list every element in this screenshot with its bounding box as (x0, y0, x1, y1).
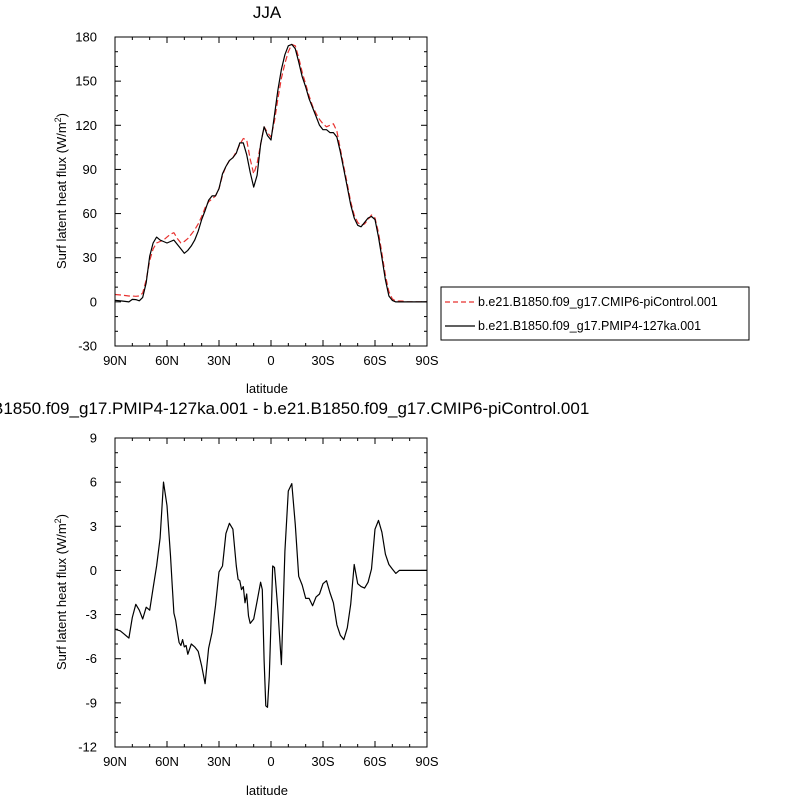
chart-1-x-tick-label: 90S (415, 754, 438, 769)
chart-top-x-axis-label: latitude (246, 381, 288, 396)
chart-1-y-tick-label: -6 (85, 651, 97, 666)
chart-0-y-tick-label: 30 (83, 250, 97, 265)
chart-1-x-tick-label: 30N (207, 754, 231, 769)
chart-top-y-axis-label: Surf latent heat flux (W/m2) (53, 113, 69, 269)
chart-bottom-axes: 90N 60N 30N 0 30S 60S 90S -12 -9 -6 -3 0 3 6 9 (78, 431, 439, 770)
chart-1-y-tick-label: 3 (90, 519, 97, 534)
chart-0-x-tick-label: 30S (311, 353, 334, 368)
chart-0-x-tick-label: 0 (267, 353, 274, 368)
chart-bottom-x-axis-label: latitude (246, 783, 288, 798)
chart-top-series (114, 43, 427, 303)
chart-1-x-tick-label: 60S (363, 754, 386, 769)
chart-bottom-title: b.e21.B1850.f09_g17.PMIP4-127ka.001 - b.… (0, 399, 589, 418)
chart-1-x-tick-label: 0 (267, 754, 274, 769)
chart-bottom-y-axis-label: Surf latent heat flux (W/m2) (53, 514, 69, 670)
chart-0-y-tick-label: 150 (75, 74, 97, 89)
chart-0-x-tick-label: 60N (155, 353, 179, 368)
chart-0-y-tick-label: 120 (75, 118, 97, 133)
chart-0-y-tick-label: 0 (90, 294, 97, 309)
chart-1-x-tick-label: 60N (155, 754, 179, 769)
chart-1-y-tick-label: 6 (90, 475, 97, 490)
chart-1-y-tick-label: -3 (85, 607, 97, 622)
chart-1-x-tick-label: 90N (103, 754, 127, 769)
chart-bottom: b.e21.B1850.f09_g17.PMIP4-127ka.001 - b.… (0, 399, 589, 798)
chart-0-x-tick-label: 30N (207, 353, 231, 368)
chart-top-title: JJA (253, 3, 282, 22)
chart-1-y-tick-label: 9 (90, 431, 97, 446)
chart-top: JJA 90N 60N 30N 0 30S 60S 90S -30 0 30 60 90 120 150 1… (53, 3, 750, 396)
chart-1-y-tick-label: -12 (78, 740, 97, 755)
chart-0-y-tick-label: 60 (83, 206, 97, 221)
chart-1-y-tick-label: -9 (85, 695, 97, 710)
chart-top-legend: b.e21.B1850.f09_g17.CMIP6-piControl.001 … (440, 286, 750, 341)
legend-label-picontrol: b.e21.B1850.f09_g17.CMIP6-piControl.001 (478, 295, 718, 309)
chart-top-axes: 90N 60N 30N 0 30S 60S 90S -30 0 30 60 90 120 150 180 (75, 30, 439, 369)
chart-1-x-tick-label: 30S (311, 754, 334, 769)
chart-0-y-tick-label: -30 (78, 339, 97, 354)
chart-0-series-line-1 (114, 43, 427, 303)
chart-1-series-line-0 (114, 481, 427, 708)
chart-0-x-tick-label: 90S (415, 353, 438, 368)
chart-1-y-tick-label: 0 (90, 563, 97, 578)
chart-0-x-tick-label: 60S (363, 353, 386, 368)
chart-bottom-series (114, 481, 427, 708)
legend-box (440, 286, 750, 341)
chart-0-x-tick-label: 90N (103, 353, 127, 368)
chart-0-y-tick-label: 180 (75, 30, 97, 45)
chart-0-y-tick-label: 90 (83, 162, 97, 177)
legend-label-127ka: b.e21.B1850.f09_g17.PMIP4-127ka.001 (478, 319, 701, 333)
